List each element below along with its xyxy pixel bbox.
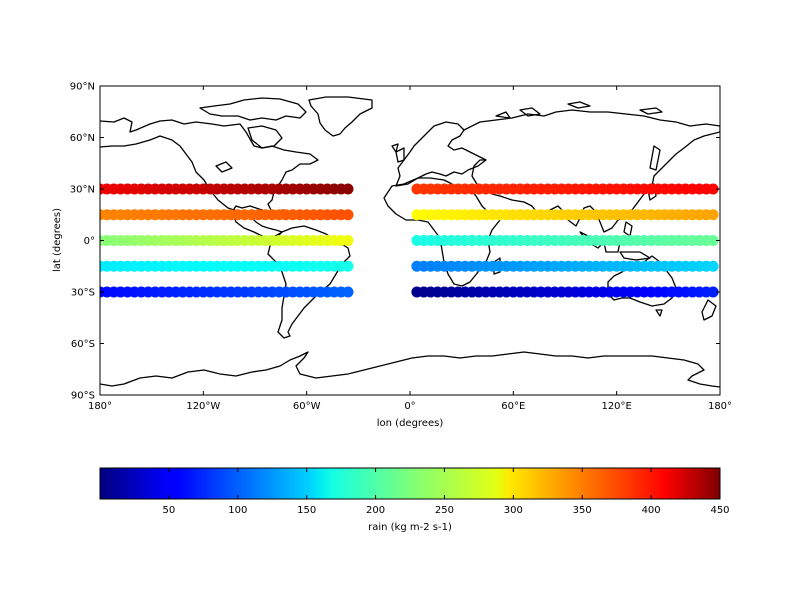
coastline-arctic-islands xyxy=(199,97,307,121)
colorbar-tick-label: 400 xyxy=(642,505,661,516)
y-tick-label: 60°N xyxy=(70,133,95,144)
colorbar-tick-label: 350 xyxy=(573,505,592,516)
data-point xyxy=(707,209,719,221)
x-tick-label: 60°W xyxy=(293,401,321,412)
x-tick-label: 0° xyxy=(404,401,415,412)
colorbar-gradient xyxy=(99,467,721,500)
colorbar-tick-label: 100 xyxy=(228,505,247,516)
y-tick-label: 60°S xyxy=(71,339,95,350)
y-tick-label: 30°S xyxy=(71,288,95,299)
colorbar: 50 100 150 200 250 300 350 400 450 rain (kg m-2 … xyxy=(99,467,730,533)
data-point xyxy=(342,260,354,272)
coastline-antarctica xyxy=(100,351,720,388)
colorbar-tick-label: 200 xyxy=(366,505,385,516)
data-point xyxy=(342,286,354,298)
colorbar-tick-label: 50 xyxy=(163,505,176,516)
colorbar-tick-label: 150 xyxy=(297,505,316,516)
colorbar-ticks: 50 100 150 200 250 300 350 400 450 xyxy=(163,468,730,516)
colorbar-tick-label: 450 xyxy=(710,505,729,516)
x-tick-label: 60°E xyxy=(501,401,525,412)
data-points xyxy=(100,183,719,298)
data-point xyxy=(707,260,719,272)
x-tick-label: 180° xyxy=(708,401,732,412)
data-point xyxy=(707,235,719,246)
coastline-europe xyxy=(395,121,487,187)
coastline-asia xyxy=(463,109,720,233)
coastline-greenland xyxy=(308,96,373,137)
coastline-north-america xyxy=(100,117,319,239)
y-tick-label: 90°S xyxy=(71,391,95,402)
y-tick-label: 30°N xyxy=(70,185,95,196)
y-axis-label: lat (degrees) xyxy=(52,208,63,272)
y-tick-label: 0° xyxy=(84,236,95,247)
x-tick-label: 180° xyxy=(88,401,112,412)
data-point xyxy=(342,235,354,246)
colorbar-tick-label: 300 xyxy=(504,505,523,516)
x-tick-label: 120°W xyxy=(186,401,220,412)
coastline-south-america xyxy=(267,225,351,339)
data-point xyxy=(342,183,354,195)
x-tick-label: 120°E xyxy=(601,401,631,412)
data-point xyxy=(707,183,719,195)
map-panel xyxy=(99,85,721,396)
x-axis: 180° 120°W 60°W 0° 60°E 120°E 180° xyxy=(88,86,732,412)
data-point xyxy=(707,286,719,298)
colorbar-tick-label: 250 xyxy=(435,505,454,516)
y-tick-label: 90°N xyxy=(70,82,95,93)
data-point xyxy=(342,209,354,221)
y-axis: 90°N 60°N 30°N 0° 30°S 60°S 90°S xyxy=(70,82,720,402)
colorbar-label: rain (kg m-2 s-1) xyxy=(368,522,452,533)
x-axis-label: lon (degrees) xyxy=(377,418,444,429)
